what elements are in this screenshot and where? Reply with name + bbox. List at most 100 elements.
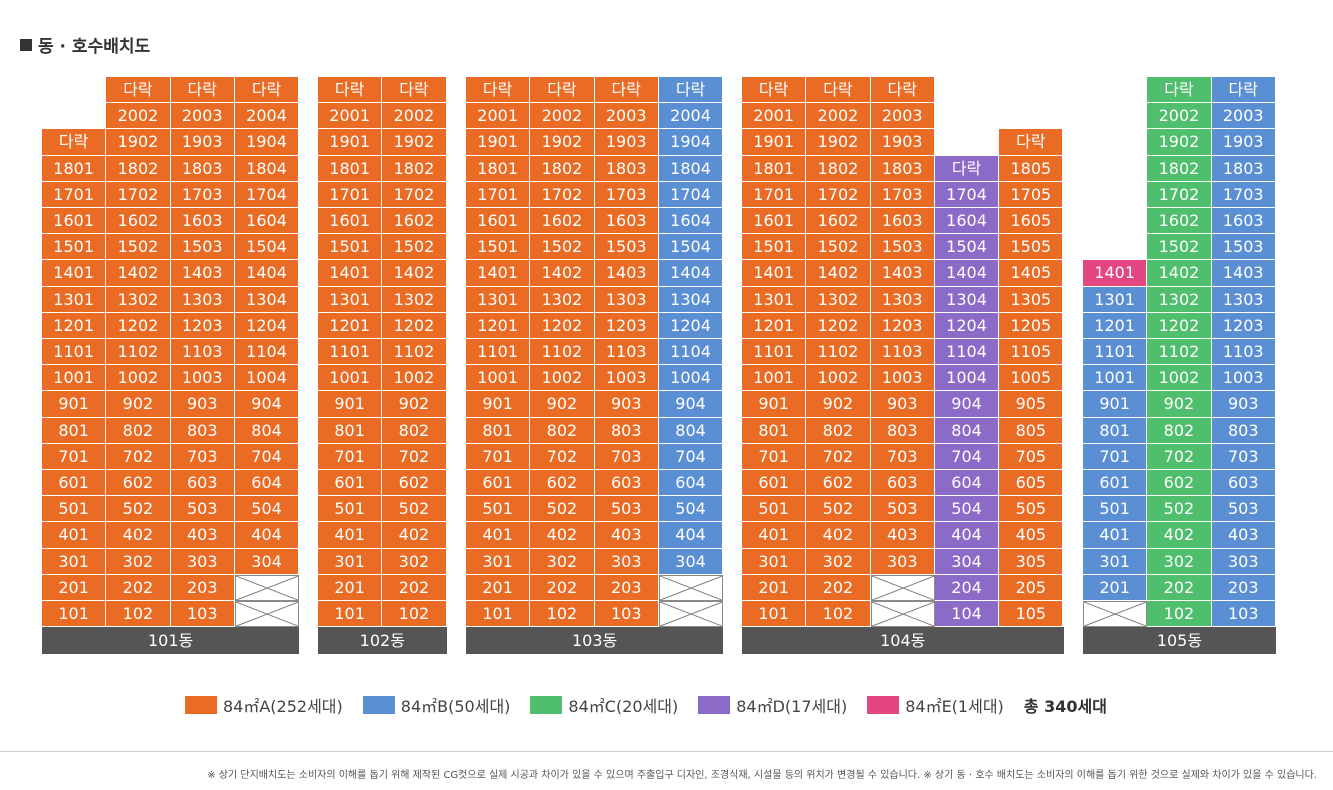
unit-cell: 502 xyxy=(106,496,171,523)
unit-cell: 703 xyxy=(594,443,659,470)
unit-cell: 1303 xyxy=(870,286,935,313)
unit-cell: 1004 xyxy=(234,365,300,392)
unit-cell: 303 xyxy=(170,548,235,575)
unit-cell: 1101 xyxy=(42,339,107,366)
unit-cell: 1303 xyxy=(1211,286,1276,313)
unit-cell: 304 xyxy=(934,548,1000,575)
unit-cell: 201 xyxy=(42,574,107,601)
unit-cell: 1702 xyxy=(530,181,595,208)
unit-cell: 1801 xyxy=(42,155,107,182)
unit-cell: 1404 xyxy=(234,260,300,287)
unit-cell: 1101 xyxy=(466,339,531,366)
unit-cell: 1003 xyxy=(870,365,935,392)
unit-cell: 1902 xyxy=(382,129,447,156)
unit-cell: 1903 xyxy=(170,129,235,156)
unit-cell: 2002 xyxy=(1147,103,1212,130)
unit-cell: 1502 xyxy=(106,234,171,261)
unit-cell: 602 xyxy=(806,470,871,497)
unit-cell: 301 xyxy=(42,548,107,575)
unit-cell: 501 xyxy=(742,496,807,523)
unit-cell: 1603 xyxy=(1211,208,1276,235)
unit-cell: 1504 xyxy=(658,234,724,261)
unit-cell: 1302 xyxy=(806,286,871,313)
unit-cell: 203 xyxy=(1211,574,1276,601)
unit-cell: 703 xyxy=(870,443,935,470)
unit-cell: 1203 xyxy=(1211,312,1276,339)
unit-cell: 2002 xyxy=(530,103,595,130)
unit-cell: 801 xyxy=(742,417,807,444)
legend-label: 84㎡A(252세대) xyxy=(223,697,343,716)
attic-cell: 다락 xyxy=(42,129,107,156)
unit-cell: 1102 xyxy=(106,339,171,366)
unit-cell: 1202 xyxy=(530,312,595,339)
unit-cell: 703 xyxy=(1211,443,1276,470)
unit-cell: 302 xyxy=(530,548,595,575)
unit-cell: 105 xyxy=(999,601,1064,628)
unit-cell: 1805 xyxy=(999,155,1064,182)
unit-cell: 202 xyxy=(530,574,595,601)
unit-cell: 1101 xyxy=(1083,339,1148,366)
unit-cell: 901 xyxy=(466,391,531,418)
unit-cell: 705 xyxy=(999,443,1064,470)
unit-cell: 1303 xyxy=(594,286,659,313)
attic-cell: 다락 xyxy=(466,77,531,104)
unit-cell: 901 xyxy=(1083,391,1148,418)
unit-cell: 903 xyxy=(870,391,935,418)
unit-cell: 1705 xyxy=(999,181,1064,208)
unit-cell: 1004 xyxy=(934,365,1000,392)
building-label: 101동 xyxy=(42,627,300,655)
unit-cell: 1701 xyxy=(466,181,531,208)
unit-cell: 202 xyxy=(382,574,447,601)
unit-cell: 701 xyxy=(1083,443,1148,470)
legend-label: 84㎡E(1세대) xyxy=(905,697,1004,716)
attic-cell: 다락 xyxy=(382,77,447,104)
unit-cell: 1402 xyxy=(806,260,871,287)
unit-cell: 503 xyxy=(870,496,935,523)
unit-cell: 902 xyxy=(382,391,447,418)
unit-cell: 1302 xyxy=(106,286,171,313)
unit-cell: 102 xyxy=(106,601,171,628)
unit-cell: 1703 xyxy=(170,181,235,208)
unit-cell: 2004 xyxy=(658,103,724,130)
unit-cell: 103 xyxy=(1211,601,1276,628)
unit-cell: 1401 xyxy=(1083,260,1148,287)
unit-cell: 1201 xyxy=(42,312,107,339)
unit-cell: 2001 xyxy=(742,103,807,130)
unit-cell: 303 xyxy=(594,548,659,575)
legend-item: 84㎡C(20세대) xyxy=(530,693,678,717)
unit-cell: 1802 xyxy=(1147,155,1212,182)
unit-cell: 1602 xyxy=(106,208,171,235)
unit-cell: 404 xyxy=(934,522,1000,549)
unit-cell: 1602 xyxy=(806,208,871,235)
attic-cell: 다락 xyxy=(106,77,171,104)
unit-cell: 602 xyxy=(382,470,447,497)
unit-cell: 502 xyxy=(530,496,595,523)
unit-cell: 601 xyxy=(42,470,107,497)
total-units: 총 340세대 xyxy=(1023,697,1107,716)
unit-cell: 2002 xyxy=(382,103,447,130)
unit-cell: 1601 xyxy=(42,208,107,235)
unit-cell: 1103 xyxy=(594,339,659,366)
unit-cell: 1202 xyxy=(106,312,171,339)
unit-cell: 1405 xyxy=(999,260,1064,287)
unit-cell: 402 xyxy=(382,522,447,549)
unit-cell: 803 xyxy=(594,417,659,444)
unit-cell: 1603 xyxy=(870,208,935,235)
unit-cell: 703 xyxy=(170,443,235,470)
unit-cell: 803 xyxy=(170,417,235,444)
unit-cell: 702 xyxy=(1147,443,1212,470)
legend-label: 84㎡B(50세대) xyxy=(400,697,511,716)
unit-cell: 702 xyxy=(382,443,447,470)
unit-cell: 205 xyxy=(999,574,1064,601)
unit-cell: 1603 xyxy=(594,208,659,235)
unit-cell: 1903 xyxy=(1211,129,1276,156)
unit-cell: 701 xyxy=(318,443,383,470)
unit-cell: 502 xyxy=(382,496,447,523)
unit-cell: 1601 xyxy=(742,208,807,235)
legend-item: 84㎡B(50세대) xyxy=(362,693,511,717)
unit-cell: 2003 xyxy=(870,103,935,130)
unit-cell: 1701 xyxy=(742,181,807,208)
unit-cell: 502 xyxy=(806,496,871,523)
unit-cell: 1203 xyxy=(870,312,935,339)
legend-item: 84㎡D(17세대) xyxy=(698,693,847,717)
